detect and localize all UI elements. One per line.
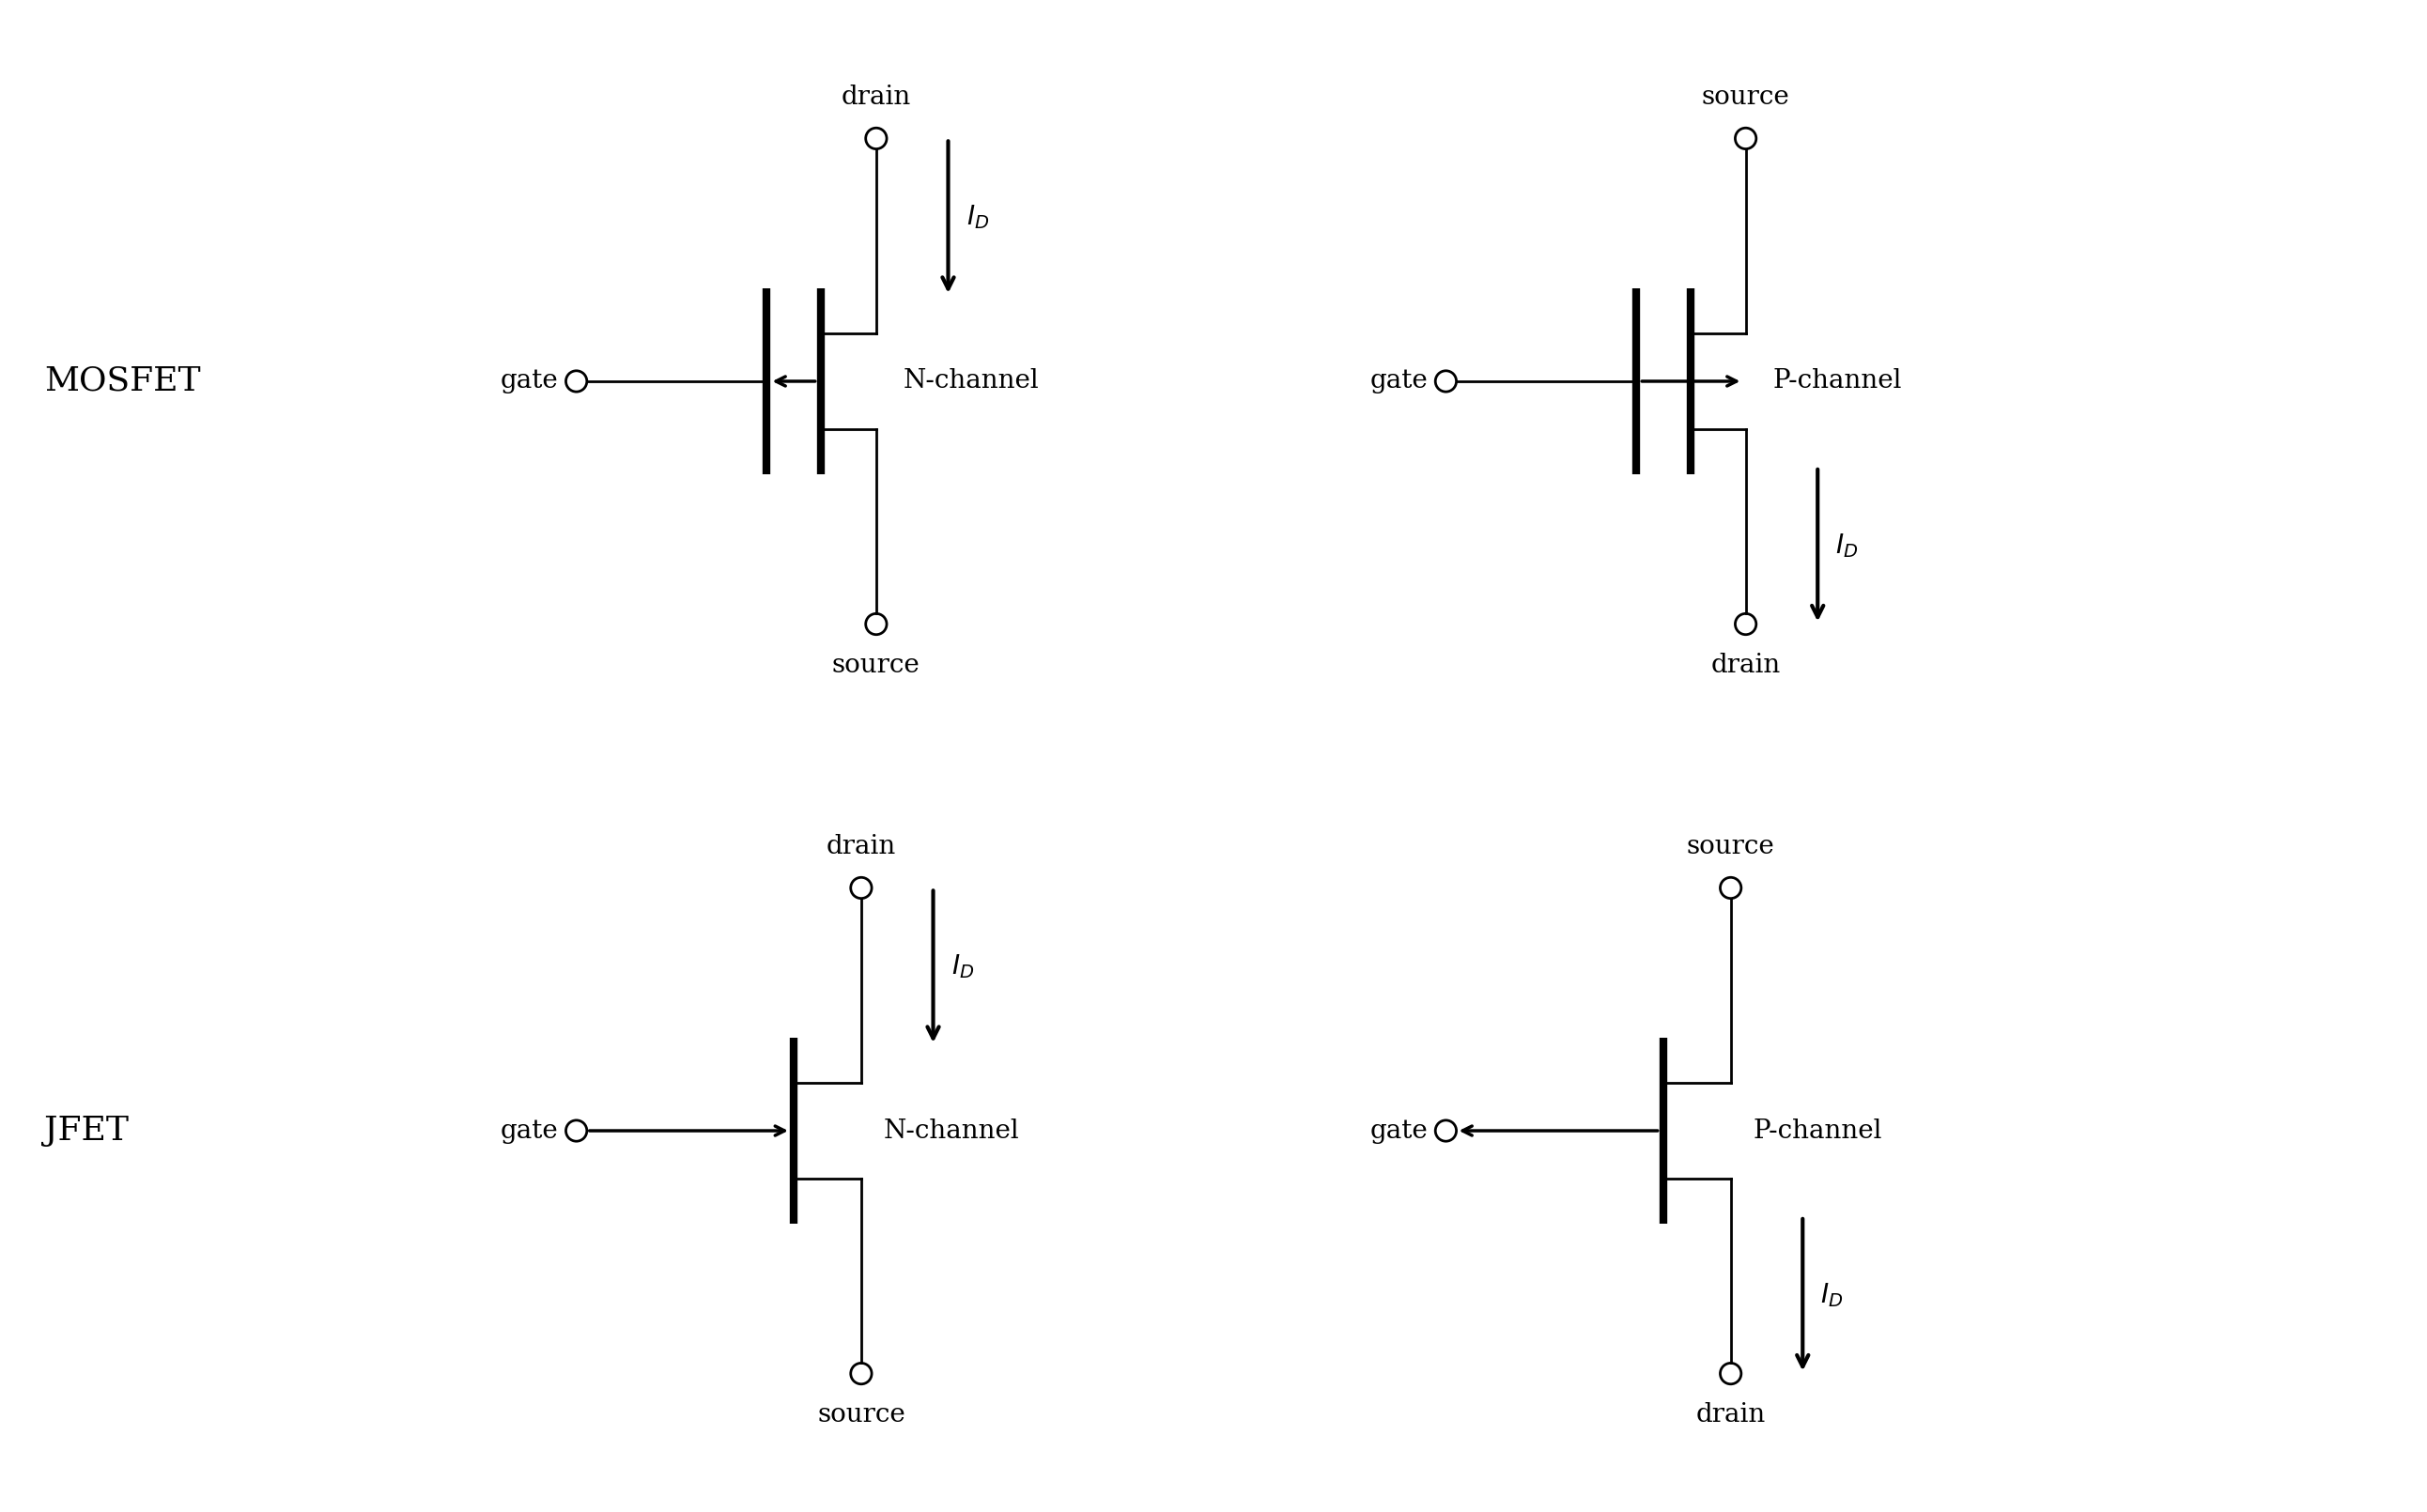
Text: gate: gate <box>1369 369 1427 395</box>
Text: $I_D$: $I_D$ <box>966 203 988 231</box>
Text: drain: drain <box>842 85 910 110</box>
Text: gate: gate <box>500 1117 558 1143</box>
Text: drain: drain <box>825 835 896 859</box>
Text: gate: gate <box>500 369 558 395</box>
Text: source: source <box>1687 835 1774 859</box>
Text: drain: drain <box>1696 1402 1764 1427</box>
Text: P-channel: P-channel <box>1772 369 1903 395</box>
Text: source: source <box>1701 85 1789 110</box>
Text: drain: drain <box>1711 653 1781 677</box>
Text: $I_D$: $I_D$ <box>951 953 973 981</box>
Text: P-channel: P-channel <box>1752 1117 1883 1143</box>
Text: N-channel: N-channel <box>883 1117 1019 1143</box>
Text: $I_D$: $I_D$ <box>1820 1281 1845 1309</box>
Text: MOSFET: MOSFET <box>44 366 201 398</box>
Text: source: source <box>832 653 920 677</box>
Text: N-channel: N-channel <box>903 369 1039 395</box>
Text: source: source <box>818 1402 905 1427</box>
Text: JFET: JFET <box>44 1114 129 1146</box>
Text: gate: gate <box>1369 1117 1427 1143</box>
Text: $I_D$: $I_D$ <box>1835 531 1859 559</box>
